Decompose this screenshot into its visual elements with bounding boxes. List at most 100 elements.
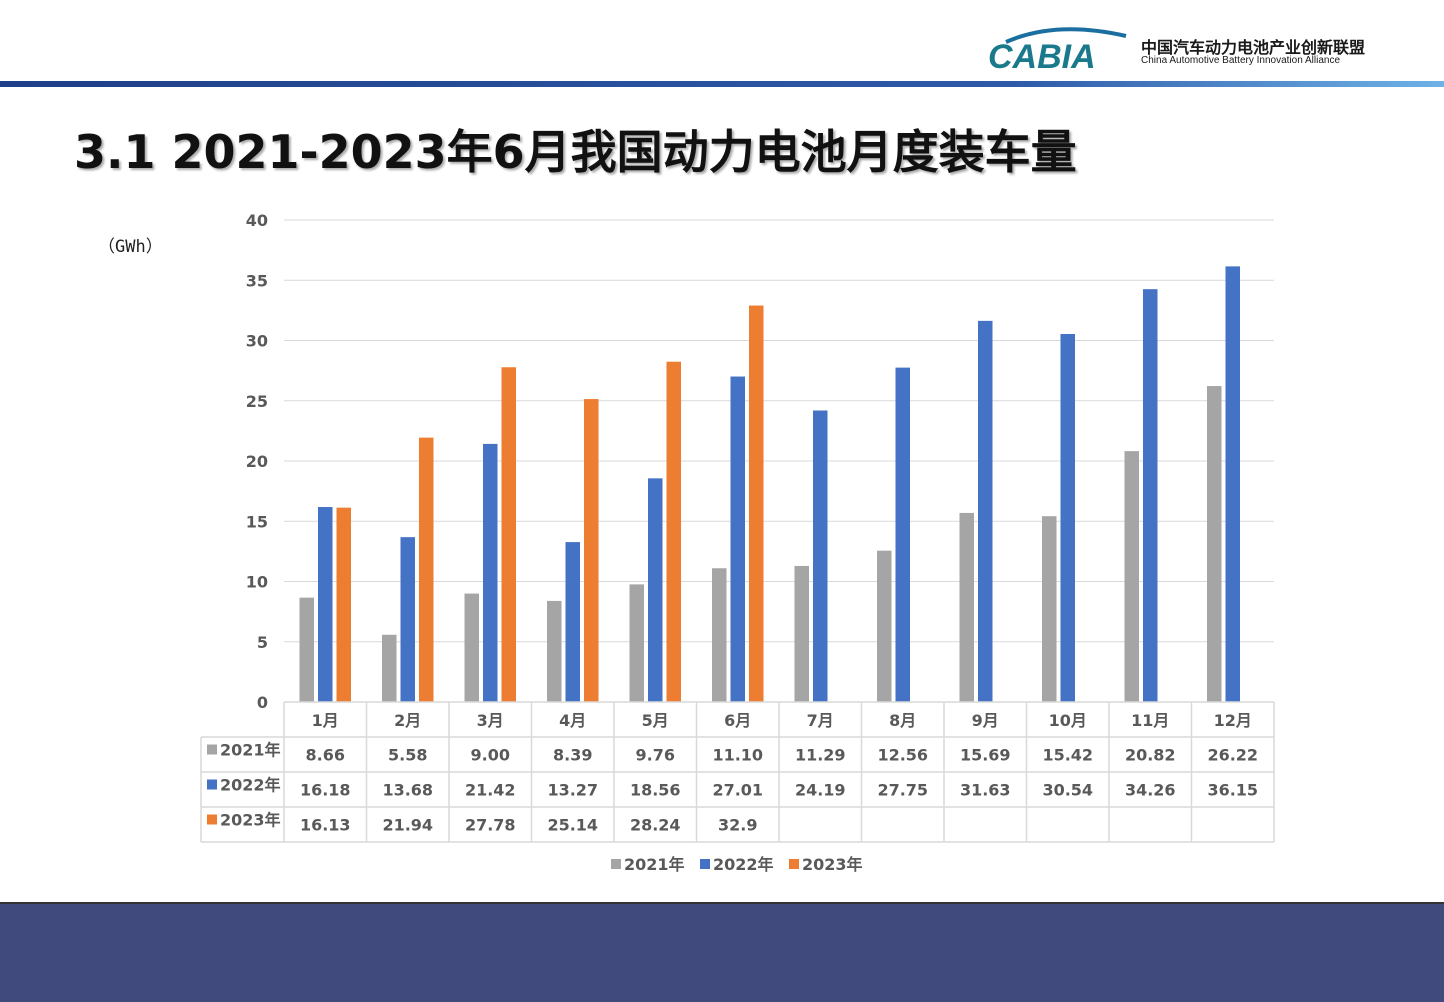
data-label: 34.26 [1125,781,1176,800]
y-tick-label: 0 [257,693,268,712]
footer-bar [0,902,1444,1002]
table-legend-key [207,814,217,825]
x-category-label: 3月 [477,711,504,730]
y-tick-label: 5 [257,633,268,652]
data-label: 16.18 [300,781,351,800]
table-row-label: 2023年 [220,811,281,830]
x-category-label: 12月 [1214,711,1252,730]
header-bar [0,81,1444,87]
bar [877,550,892,702]
cabia-logo-icon: CABIA [988,27,1127,76]
bar [299,597,314,702]
x-category-label: 1月 [312,711,339,730]
data-label: 25.14 [547,816,598,835]
bar [419,437,434,702]
bar [464,593,479,702]
data-label: 30.54 [1042,781,1093,800]
x-category-label: 11月 [1131,711,1169,730]
bar [712,568,727,702]
bar [895,367,910,702]
x-category-label: 4月 [559,711,586,730]
x-category-label: 9月 [972,711,999,730]
y-tick-label: 25 [246,392,268,411]
data-label: 11.29 [795,746,846,765]
bar [1225,266,1240,702]
bar [318,507,333,702]
legend-label: 2021年 [624,855,685,874]
data-label: 15.42 [1042,746,1093,765]
legend-key [789,859,799,869]
data-label: 9.76 [636,746,675,765]
y-axis-unit: （GWh） [98,237,163,257]
y-tick-label: 20 [246,452,268,471]
x-category-label: 2月 [394,711,421,730]
data-label: 18.56 [630,781,681,800]
data-label: 36.15 [1207,781,1258,800]
data-label: 24.19 [795,781,846,800]
data-label: 26.22 [1207,746,1258,765]
data-label: 21.42 [465,781,516,800]
bar [382,634,397,702]
bar [400,537,415,702]
data-label: 9.00 [471,746,510,765]
org-name-en: China Automotive Battery Innovation Alli… [1141,55,1341,66]
data-label: 8.39 [553,746,592,765]
bar [1060,333,1075,702]
data-label: 27.01 [712,781,763,800]
data-label: 31.63 [960,781,1011,800]
bar [959,512,974,702]
x-category-label: 8月 [889,711,916,730]
bar [1042,516,1057,702]
table-legend-key [207,744,217,755]
logo-wordmark: CABIA [988,38,1096,76]
x-category-label: 5月 [642,711,669,730]
data-label: 27.78 [465,816,516,835]
bar [629,584,644,702]
data-label: 28.24 [630,816,681,835]
data-label: 15.69 [960,746,1011,765]
bar [1143,289,1158,702]
data-label: 32.9 [718,816,757,835]
slide-title: 3.1 2021-2023年6月我国动力电池月度装车量 [74,125,1077,179]
bar [565,542,580,702]
table-legend-key [207,779,217,790]
y-tick-label: 30 [246,332,268,351]
data-label: 13.68 [382,781,433,800]
y-tick-label: 40 [246,211,268,230]
bar [666,361,681,702]
bar [730,376,745,702]
legend-key [700,859,710,869]
bar [1207,386,1222,702]
data-label: 13.27 [547,781,598,800]
y-tick-label: 15 [246,512,268,531]
x-category-label: 6月 [724,711,751,730]
data-label: 12.56 [877,746,928,765]
legend-label: 2023年 [802,855,863,874]
data-label: 5.58 [388,746,427,765]
bar [501,367,516,702]
bar [978,320,993,702]
data-label: 21.94 [382,816,433,835]
table-row-label: 2022年 [220,776,281,795]
x-category-label: 7月 [807,711,834,730]
org-name-cn: 中国汽车动力电池产业创新联盟 [1141,38,1366,57]
y-tick-label: 10 [246,573,268,592]
bar [749,305,764,702]
bar [648,478,663,702]
data-label: 16.13 [300,816,351,835]
x-category-label: 10月 [1049,711,1087,730]
bar [336,507,351,702]
data-label: 8.66 [306,746,345,765]
bar [483,443,498,702]
data-label: 20.82 [1125,746,1176,765]
legend-label: 2022年 [713,855,774,874]
bar [813,410,828,702]
legend-key [611,859,621,869]
bar [1124,451,1139,702]
bar [584,399,599,702]
bar [794,565,809,702]
table-row-label: 2021年 [220,741,281,760]
data-label: 27.75 [877,781,928,800]
y-tick-label: 35 [246,271,268,290]
